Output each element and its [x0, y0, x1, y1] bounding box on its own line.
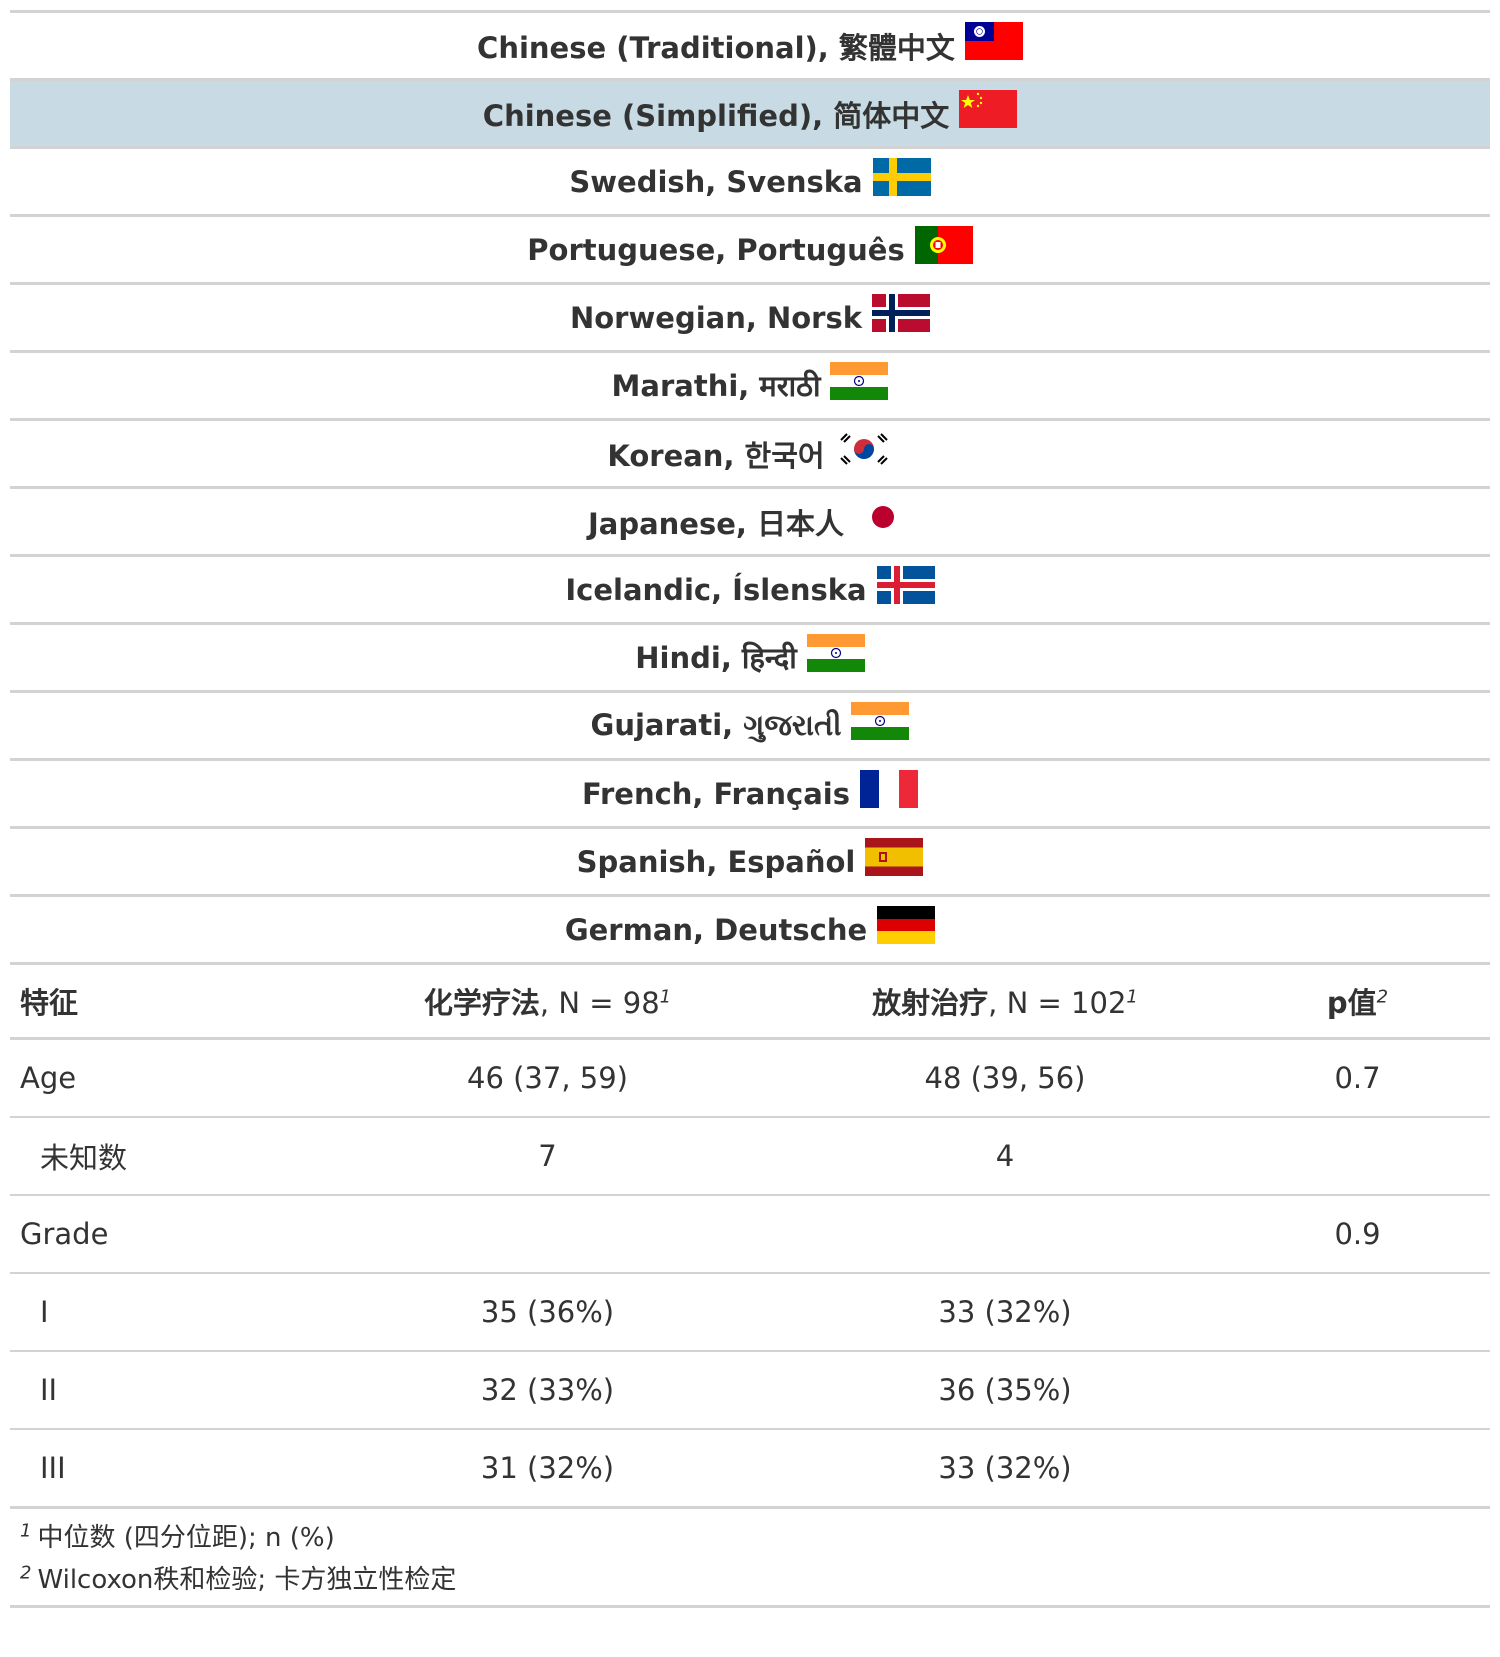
- header-chemo-footnote-mark: 1: [659, 986, 672, 1008]
- footnote-text: 中位数 (四分位距); n (%): [37, 1523, 335, 1553]
- language-row: Chinese (Traditional), 繁體中文: [10, 13, 1490, 81]
- row-label-cell: 未知数: [10, 1117, 310, 1196]
- chemo-value-cell: 46 (37, 59): [310, 1038, 785, 1118]
- header-chemotherapy: 化学疗法, N = 981: [310, 965, 785, 1040]
- row-label-cell: II: [10, 1351, 310, 1430]
- header-radio-footnote-mark: 1: [1126, 986, 1138, 1008]
- language-row: Japanese, 日本人: [10, 489, 1490, 557]
- summary-table: 特征 化学疗法, N = 981 放射治疗, N = 1021 p值2 Age 4…: [10, 965, 1490, 1509]
- radio-value-cell: 36 (35%): [785, 1351, 1225, 1430]
- language-row: German, Deutsche: [10, 897, 1490, 965]
- radio-value-cell: 48 (39, 56): [785, 1038, 1225, 1118]
- india-flag-icon: [806, 633, 865, 672]
- language-row: Icelandic, Íslenska: [10, 557, 1490, 625]
- footnote-mark: 2: [20, 1562, 32, 1584]
- table-row: III 31 (32%) 33 (32%): [10, 1429, 1490, 1509]
- header-p-footnote-mark: 2: [1376, 986, 1389, 1008]
- norway-flag-icon: [872, 293, 931, 332]
- language-row: Norwegian, Norsk: [10, 285, 1490, 353]
- language-row: French, Français: [10, 761, 1490, 829]
- row-label-cell: Grade: [10, 1195, 310, 1274]
- p-value-cell: [1225, 1351, 1490, 1430]
- chemo-value-cell: [310, 1195, 785, 1274]
- sweden-flag-icon: [872, 157, 931, 196]
- language-label: Marathi, मराठी: [611, 369, 821, 403]
- portugal-flag-icon: [914, 225, 973, 264]
- language-row: Chinese (Simplified), 简体中文: [10, 81, 1490, 149]
- table-row: 未知数 7 4: [10, 1117, 1490, 1196]
- germany-flag-icon: [877, 905, 936, 944]
- korea-flag-icon: [834, 429, 893, 468]
- iceland-flag-icon: [876, 565, 935, 604]
- footnote: 1 中位数 (四分位距); n (%): [20, 1517, 1490, 1559]
- header-radiotherapy: 放射治疗, N = 1021: [785, 965, 1225, 1040]
- table-container: Chinese (Traditional), 繁體中文 Chinese (Simp…: [10, 10, 1490, 1608]
- table-header-row: 特征 化学疗法, N = 981 放射治疗, N = 1021 p值2: [10, 965, 1490, 1040]
- table-row: I 35 (36%) 33 (32%): [10, 1273, 1490, 1352]
- footnote-mark: 1: [20, 1520, 32, 1542]
- table-row: Age 46 (37, 59) 48 (39, 56) 0.7: [10, 1038, 1490, 1118]
- language-label: Hindi, हिन्दी: [635, 641, 797, 675]
- radio-value-cell: 4: [785, 1117, 1225, 1196]
- chemo-value-cell: 32 (33%): [310, 1351, 785, 1430]
- header-chemo-n: , N = 98: [539, 986, 660, 1020]
- language-label: Portuguese, Português: [527, 232, 905, 267]
- radio-value-cell: 33 (32%): [785, 1273, 1225, 1352]
- language-label: Korean, 한국어: [607, 438, 825, 473]
- chemo-value-cell: 7: [310, 1117, 785, 1196]
- japan-flag-icon: [854, 497, 913, 536]
- header-p-value: p值2: [1225, 965, 1490, 1040]
- p-value-cell: [1225, 1273, 1490, 1352]
- language-row: Swedish, Svenska: [10, 149, 1490, 217]
- language-row: Hindi, हिन्दी: [10, 625, 1490, 693]
- france-flag-icon: [859, 769, 918, 808]
- p-value-cell: [1225, 1429, 1490, 1509]
- language-row: Korean, 한국어: [10, 421, 1490, 489]
- header-radio-n: , N = 102: [988, 986, 1127, 1020]
- header-chemo-label: 化学疗法: [423, 986, 540, 1020]
- china-flag-icon: [959, 89, 1018, 128]
- chemo-value-cell: 35 (36%): [310, 1273, 785, 1352]
- table-body: Age 46 (37, 59) 48 (39, 56) 0.7 未知数 7 4 Grade 0.…: [10, 1038, 1490, 1509]
- header-p-label: p值: [1326, 986, 1377, 1020]
- language-label: Norwegian, Norsk: [569, 300, 863, 335]
- footnotes: 1 中位数 (四分位距); n (%) 2 Wilcoxon秩和检验; 卡方独立性检定: [10, 1509, 1490, 1601]
- bottom-rule: [10, 1605, 1490, 1608]
- table-row: II 32 (33%) 36 (35%): [10, 1351, 1490, 1430]
- taiwan-flag-icon: [964, 21, 1023, 60]
- header-characteristic: 特征: [10, 965, 310, 1040]
- language-row: Marathi, मराठी: [10, 353, 1490, 421]
- language-label: Chinese (Simplified), 简体中文: [482, 98, 950, 133]
- footnote: 2 Wilcoxon秩和检验; 卡方独立性检定: [20, 1559, 1490, 1601]
- spain-flag-icon: [865, 837, 924, 876]
- language-row: Portuguese, Português: [10, 217, 1490, 285]
- table-row: Grade 0.9: [10, 1195, 1490, 1274]
- india-flag-icon: [851, 701, 910, 740]
- chemo-value-cell: 31 (32%): [310, 1429, 785, 1509]
- language-label: Icelandic, Íslenska: [565, 572, 867, 607]
- language-label: French, Français: [582, 776, 850, 811]
- language-row: Spanish, Español: [10, 829, 1490, 897]
- p-value-cell: [1225, 1117, 1490, 1196]
- row-label-cell: III: [10, 1429, 310, 1509]
- language-header-rows: Chinese (Traditional), 繁體中文 Chinese (Simp…: [10, 13, 1490, 965]
- header-radio-label: 放射治疗: [872, 986, 989, 1020]
- language-label: German, Deutsche: [564, 912, 868, 947]
- radio-value-cell: 33 (32%): [785, 1429, 1225, 1509]
- p-value-cell: 0.7: [1225, 1038, 1490, 1118]
- language-label: Spanish, Español: [576, 844, 856, 879]
- radio-value-cell: [785, 1195, 1225, 1274]
- language-label: Japanese, 日本人: [587, 506, 845, 541]
- india-flag-icon: [830, 361, 889, 400]
- top-rule: [10, 10, 1490, 13]
- language-label: Gujarati, ગુજરાતી: [590, 708, 842, 742]
- row-label-cell: Age: [10, 1038, 310, 1118]
- language-row: Gujarati, ગુજરાતી: [10, 693, 1490, 761]
- p-value-cell: 0.9: [1225, 1195, 1490, 1274]
- footnote-text: Wilcoxon秩和检验; 卡方独立性检定: [37, 1565, 457, 1595]
- header-characteristic-label: 特征: [20, 986, 79, 1020]
- language-label: Swedish, Svenska: [569, 164, 863, 199]
- language-label: Chinese (Traditional), 繁體中文: [477, 30, 955, 65]
- row-label-cell: I: [10, 1273, 310, 1352]
